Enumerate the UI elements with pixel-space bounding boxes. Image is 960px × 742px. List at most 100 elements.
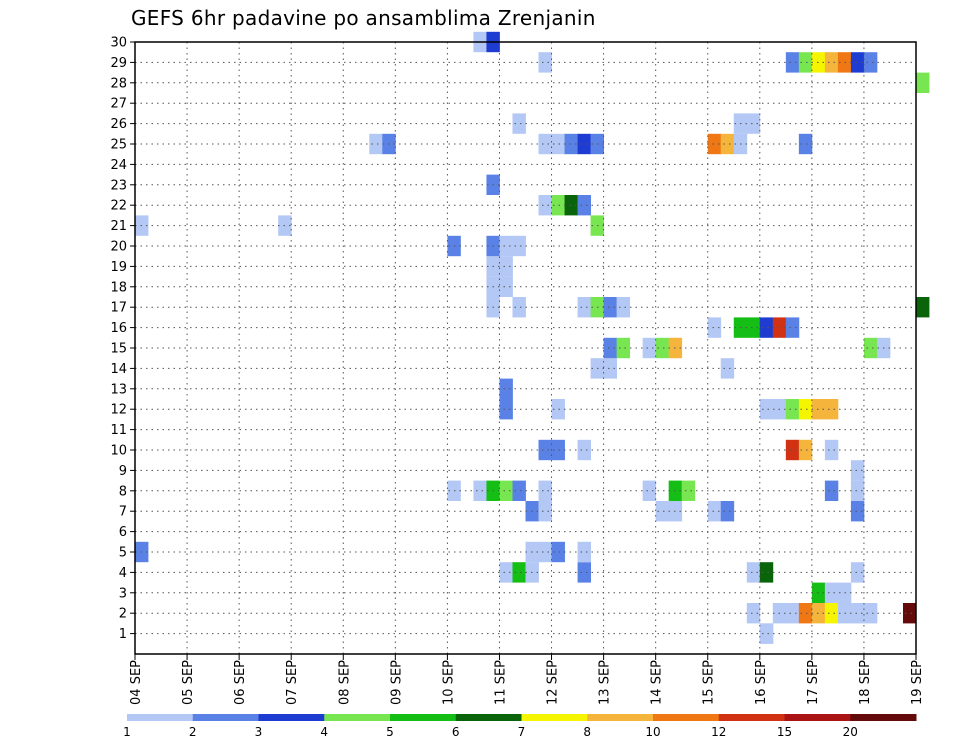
colorbar-swatch [258, 714, 325, 721]
heatmap-cell [512, 235, 526, 257]
heatmap-cell [785, 317, 800, 338]
heatmap-cell [798, 439, 813, 461]
heatmap-cell [603, 337, 618, 359]
colorbar-swatch [850, 714, 917, 721]
x-axis: 04 SEP 05 SEP 06 SEP 07 SEP 08 SEP 09 SEP 10 S… [129, 654, 925, 705]
heatmap-cell [850, 501, 865, 522]
colorbar-label: 7 [518, 725, 526, 739]
colorbar-swatch [192, 714, 259, 721]
y-tick-label: 14 [110, 362, 127, 377]
heatmap-cell [707, 133, 722, 155]
y-tick-label: 19 [110, 260, 127, 275]
heatmap-cell [811, 603, 826, 624]
heatmap-cell [577, 195, 591, 216]
x-tick-label: 08 SEP [337, 660, 352, 705]
heatmap-cell [785, 399, 800, 420]
y-tick-label: 15 [110, 342, 127, 357]
colorbar-label: 4 [320, 725, 328, 739]
heatmap-cell [577, 133, 591, 155]
y-tick-label: 27 [110, 97, 127, 112]
heatmap-cell [863, 337, 878, 359]
colorbar-label: 15 [777, 725, 792, 739]
heatmap-cell [850, 562, 865, 583]
colorbar: 1 2 3 4 5 6 7 8 10 12 15 20 [123, 714, 917, 739]
y-tick-label: 8 [119, 484, 127, 499]
heatmap-cell [655, 501, 670, 522]
heatmap-cell [759, 623, 774, 644]
heatmap-cell [707, 501, 722, 522]
x-tick-label: 14 SEP [650, 660, 665, 705]
heatmap-cell [538, 501, 552, 522]
colorbar-swatch [653, 714, 720, 721]
colorbar-swatch [521, 714, 588, 721]
heatmap-cell [499, 480, 513, 501]
heatmap-cell [512, 562, 526, 583]
heatmap-cell [473, 480, 487, 501]
y-tick-label: 18 [110, 280, 127, 295]
colorbar-label: 10 [645, 725, 660, 739]
heatmap-cell [538, 480, 552, 501]
x-tick-label: 09 SEP [389, 660, 404, 705]
heatmap-cell [551, 439, 565, 461]
colorbar-label: 8 [583, 725, 591, 739]
heatmap-cell [759, 317, 774, 338]
y-tick-label: 21 [110, 219, 127, 234]
x-tick-label: 13 SEP [598, 660, 613, 705]
x-tick-label: 12 SEP [546, 660, 561, 705]
heatmap-cell [824, 52, 839, 73]
heatmap-cell [824, 480, 839, 501]
y-tick-label: 4 [119, 566, 127, 581]
y-tick-label: 23 [110, 178, 127, 193]
heatmap-cell [746, 562, 761, 583]
heatmap-cell [824, 582, 839, 603]
heatmap-cell [551, 399, 565, 420]
heatmap-cell [707, 317, 722, 338]
heatmap-cell [512, 113, 526, 134]
y-tick-label: 5 [119, 546, 127, 561]
heatmap-cell [681, 480, 696, 501]
colorbar-swatch [784, 714, 851, 721]
heatmap-cell [499, 562, 513, 583]
y-tick-label: 29 [110, 56, 127, 71]
heatmap-cell [499, 235, 513, 257]
heatmap-cell [642, 480, 657, 501]
y-tick-label: 22 [110, 199, 127, 214]
heatmap-cell [863, 52, 878, 73]
x-tick-label: 04 SEP [129, 660, 144, 705]
heatmap-cell [850, 460, 865, 481]
heatmap-cell [616, 297, 631, 318]
heatmap-cell [499, 378, 513, 399]
x-tick-label: 10 SEP [441, 660, 456, 705]
heatmap-cell [551, 541, 565, 563]
heatmap-cell [499, 399, 513, 420]
heatmap-cell [850, 52, 865, 73]
heatmap-cell [720, 501, 735, 522]
heatmap-cell [538, 439, 552, 461]
y-tick-label: 25 [110, 138, 127, 153]
heatmap-cell [850, 603, 865, 624]
heatmap-cell [798, 52, 813, 73]
y-tick-label: 11 [110, 423, 127, 438]
x-tick-label: 17 SEP [806, 660, 821, 705]
heatmap-cell [746, 317, 761, 338]
heatmap-cell [811, 399, 826, 420]
heatmap-cell [616, 337, 631, 359]
y-tick-label: 3 [119, 586, 127, 601]
heatmap-cell [538, 195, 552, 216]
colorbar-swatch [390, 714, 457, 721]
y-tick-label: 2 [119, 607, 127, 622]
heatmap-cell [551, 195, 565, 216]
colorbar-swatch [127, 714, 194, 721]
heatmap-cell [824, 439, 839, 461]
heatmap-cell [759, 562, 774, 583]
colorbar-label: 1 [123, 725, 131, 739]
heatmap-cell [642, 337, 657, 359]
y-tick-label: 17 [110, 301, 127, 316]
y-tick-label: 6 [119, 525, 127, 540]
heatmap-cell [603, 297, 618, 318]
heatmap-cell [720, 133, 735, 155]
y-tick-label: 30 [110, 36, 127, 51]
y-axis: 1234567891011121314151617181920212223242… [110, 36, 135, 642]
heatmap-cell [577, 439, 591, 461]
heatmap-cell [850, 480, 865, 501]
